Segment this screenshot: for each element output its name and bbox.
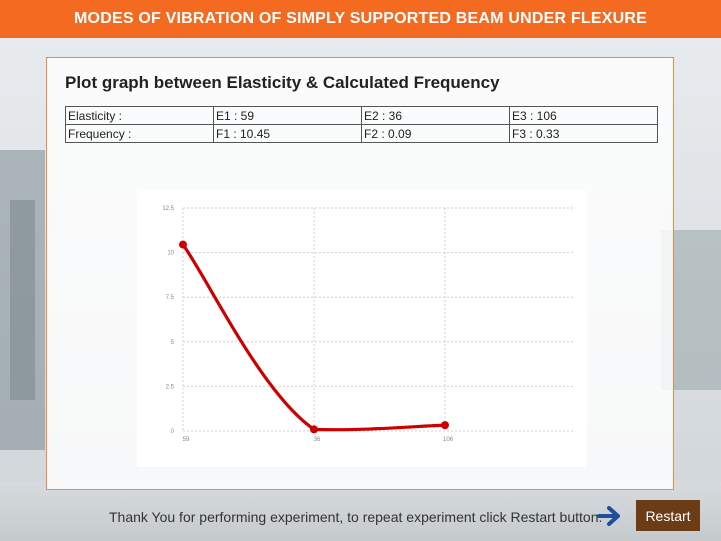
table-cell: E1 : 59 <box>213 106 362 125</box>
table-row-elasticity: Elasticity : E1 : 59 E2 : 36 E3 : 106 <box>65 106 658 125</box>
footer-message: Thank You for performing experiment, to … <box>109 509 603 525</box>
y-tick-label: 10 <box>167 251 174 257</box>
page-header: MODES OF VIBRATION OF SIMPLY SUPPORTED B… <box>0 0 721 38</box>
page-title: MODES OF VIBRATION OF SIMPLY SUPPORTED B… <box>74 10 647 27</box>
values-table: Elasticity : E1 : 59 E2 : 36 E3 : 106 Fr… <box>65 106 658 143</box>
background-cabinet-left <box>0 150 45 450</box>
graph-panel: Plot graph between Elasticity & Calculat… <box>46 57 674 490</box>
data-point <box>310 425 318 434</box>
y-tick-label: 12.5 <box>162 206 174 212</box>
arrow-right-icon <box>597 506 620 526</box>
table-cell: F1 : 10.45 <box>213 124 362 143</box>
y-tick-label: 5 <box>171 340 175 346</box>
table-cell: F2 : 0.09 <box>361 124 510 143</box>
table-cell: Elasticity : <box>65 106 214 125</box>
x-tick-label: 59 <box>183 437 190 443</box>
x-tick-label: 106 <box>443 437 454 443</box>
y-tick-label: 0 <box>171 429 175 435</box>
background-cabinet-left-detail <box>10 200 35 400</box>
panel-title: Plot graph between Elasticity & Calculat… <box>65 73 500 92</box>
y-tick-label: 7.5 <box>166 295 175 301</box>
chart-area: 0 2.5 5 7.5 10 12.5 59 36 106 <box>137 191 587 467</box>
x-tick-label: 36 <box>314 437 321 443</box>
table-cell: F3 : 0.33 <box>509 124 658 143</box>
restart-button[interactable]: Restart <box>636 500 700 531</box>
table-cell: E3 : 106 <box>509 106 658 125</box>
y-tick-label: 2.5 <box>166 384 175 390</box>
background-floor <box>0 481 721 541</box>
series-line <box>181 242 447 432</box>
table-row-frequency: Frequency : F1 : 10.45 F2 : 0.09 F3 : 0.… <box>65 124 658 143</box>
data-point <box>179 240 187 249</box>
table-cell: E2 : 36 <box>361 106 510 125</box>
line-chart: 0 2.5 5 7.5 10 12.5 59 36 106 <box>162 206 575 443</box>
table-cell: Frequency : <box>65 124 214 143</box>
data-point <box>441 421 449 430</box>
